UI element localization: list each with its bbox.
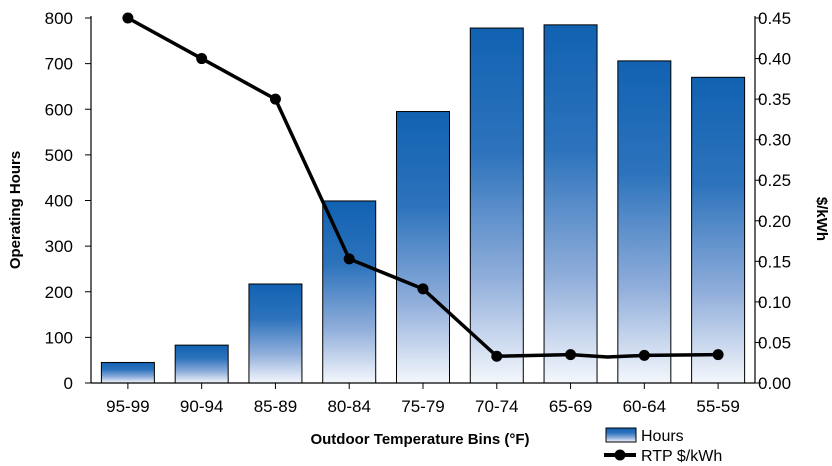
- bar-75-79: [396, 111, 450, 384]
- rtp-point-85-89: [269, 93, 281, 105]
- bar-95-99: [100, 361, 155, 384]
- y2-tick-label: 0.00: [758, 374, 791, 393]
- bar-80-84: [322, 200, 377, 384]
- legend-swatch-hours: [605, 427, 637, 443]
- y2-tick-label: 0.15: [758, 252, 791, 271]
- y2-tick-label: 0.20: [758, 212, 791, 231]
- y-tick-label: 700: [45, 55, 73, 74]
- x-tick-label: 65-69: [549, 397, 592, 416]
- rtp-point-60-64: [638, 349, 650, 361]
- legend-marker-rtp: [614, 449, 626, 461]
- y2-tick-label: 0.10: [758, 293, 791, 312]
- x-tick-label: 90-94: [180, 397, 223, 416]
- legend-label-rtp: RTP $/kWh: [641, 448, 722, 465]
- x-tick-label: 55-59: [696, 397, 739, 416]
- rtp-point-95-99: [122, 12, 134, 24]
- y-tick-label: 400: [45, 192, 73, 211]
- legend-label-hours: Hours: [641, 428, 684, 445]
- y-tick-label: 800: [45, 9, 73, 28]
- bar-65-69: [543, 24, 598, 384]
- bar-70-74: [469, 27, 524, 384]
- rtp-point-70-74: [491, 350, 503, 362]
- x-tick-label: 85-89: [254, 397, 297, 416]
- x-tick-label: 95-99: [106, 397, 149, 416]
- bar-90-94: [174, 344, 229, 384]
- rtp-point-55-59: [712, 349, 724, 361]
- y-tick-label: 500: [45, 146, 73, 165]
- bar-60-64: [617, 60, 672, 384]
- y2-tick-label: 0.35: [758, 90, 791, 109]
- rtp-point-90-94: [196, 53, 208, 65]
- y-tick-label: 600: [45, 100, 73, 119]
- rtp-point-80-84: [343, 253, 355, 265]
- line-layer: [122, 12, 724, 362]
- x-tick-label: 80-84: [327, 397, 370, 416]
- rtp-point-75-79: [417, 283, 429, 295]
- y-tick-label: 100: [45, 328, 73, 347]
- y2-tick-label: 0.25: [758, 171, 791, 190]
- legend: Hours RTP $/kWh: [604, 427, 722, 465]
- x-tick-label: 75-79: [401, 397, 444, 416]
- rtp-series-line: [127, 16, 719, 359]
- bar-85-89: [248, 283, 303, 384]
- axes-layer: 0 100 200 300 400 500 600 700 800 0.00 0.05 0.10 0.1…: [45, 9, 791, 416]
- y-tick-label: 200: [45, 283, 73, 302]
- y2-axis-title: $/kWh: [813, 197, 830, 241]
- x-axis-title: Outdoor Temperature Bins (°F): [310, 431, 529, 448]
- y-tick-label: 0: [64, 374, 73, 393]
- y-tick-label: 300: [45, 237, 73, 256]
- y2-tick-label: 0.30: [758, 131, 791, 150]
- y2-tick-label: 0.40: [758, 50, 791, 69]
- bar-55-59: [691, 76, 746, 384]
- y-axis-title: Operating Hours: [7, 151, 24, 269]
- y2-tick-label: 0.45: [758, 9, 791, 28]
- x-tick-label: 60-64: [623, 397, 666, 416]
- rtp-point-65-69: [565, 349, 577, 361]
- x-tick-label: 70-74: [475, 397, 518, 416]
- y2-tick-label: 0.05: [758, 333, 791, 352]
- bars-layer: [100, 24, 746, 384]
